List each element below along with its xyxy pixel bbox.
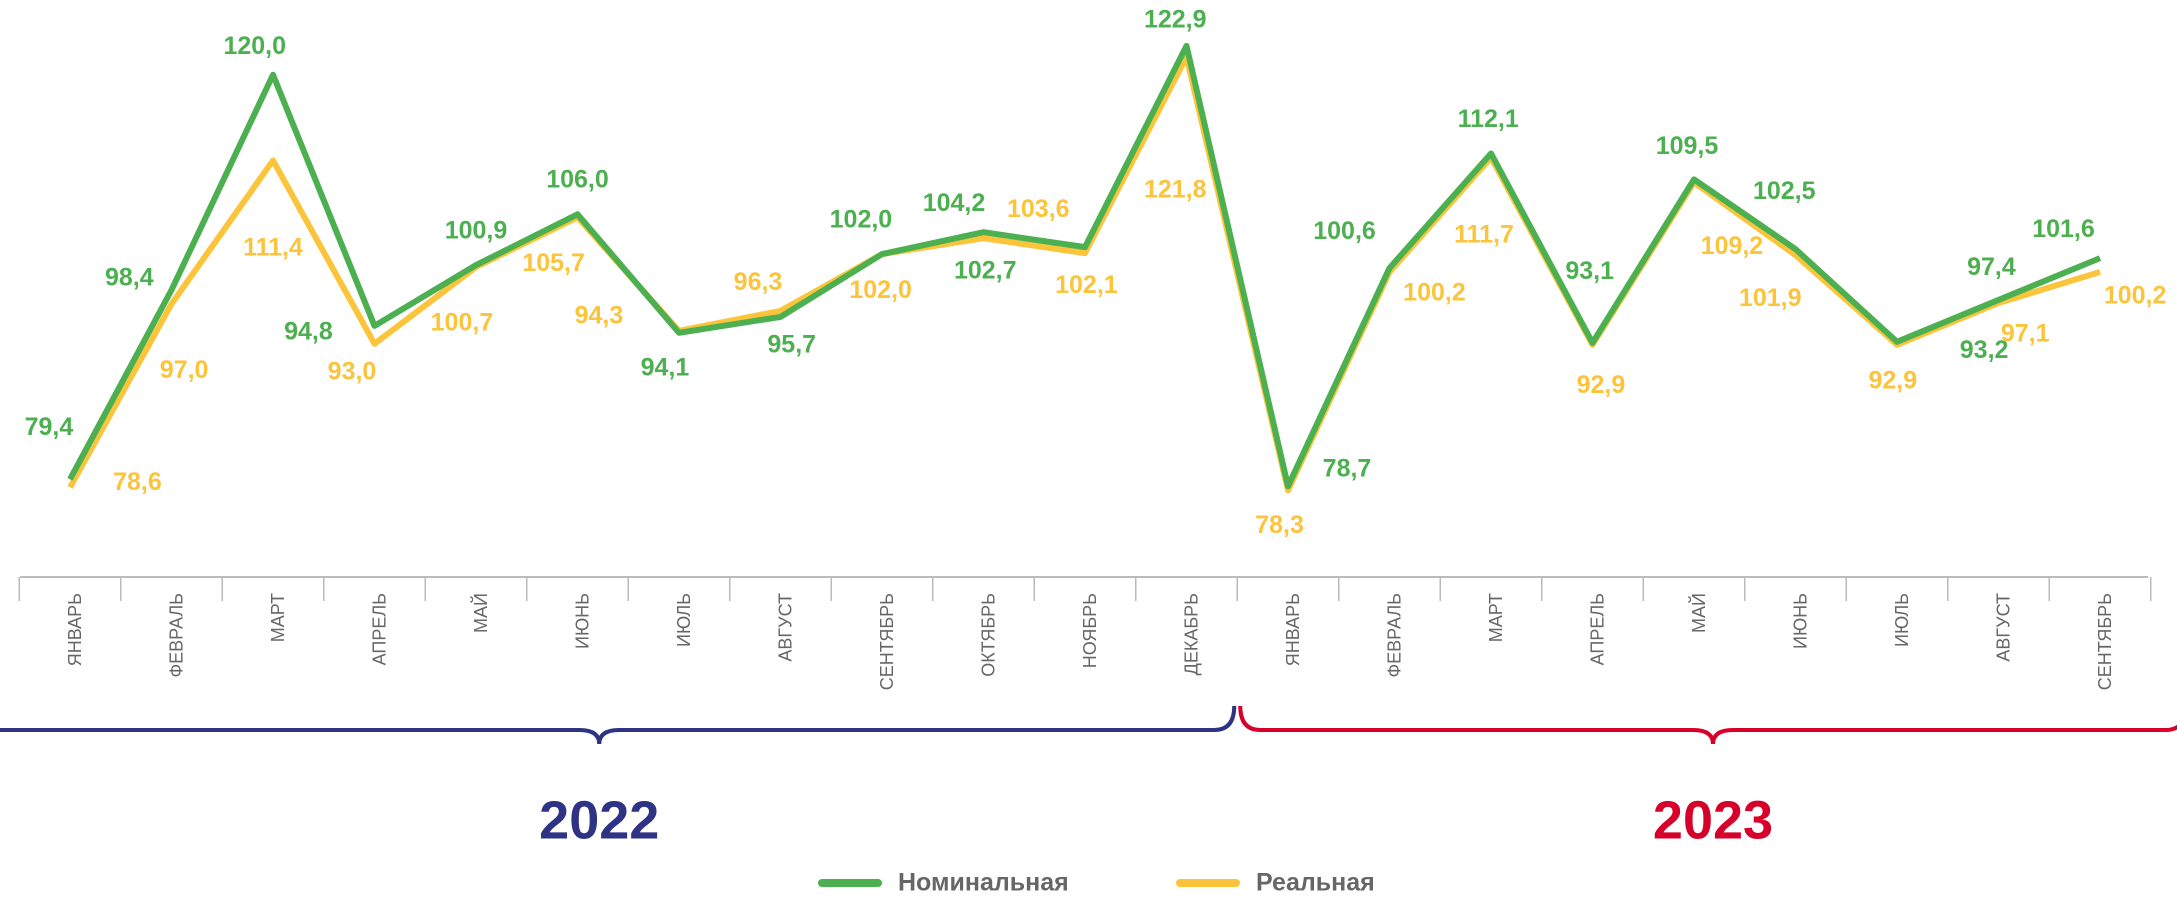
x-tick-label: ФЕВРАЛЬ <box>166 593 186 678</box>
data-label: 100,9 <box>445 217 508 245</box>
data-label: 93,0 <box>328 357 377 385</box>
group-label: 2023 <box>1653 790 1773 850</box>
data-label: 102,7 <box>954 257 1017 285</box>
x-tick-label: ЯНВАРЬ <box>1283 593 1303 666</box>
data-label: 121,8 <box>1144 175 1207 203</box>
data-label: 97,0 <box>160 356 209 384</box>
data-label: 102,0 <box>830 206 893 234</box>
data-label: 101,9 <box>1739 284 1802 312</box>
data-label: 78,6 <box>113 468 162 496</box>
data-label: 78,3 <box>1255 511 1304 539</box>
x-tick-label: МАЙ <box>470 593 491 633</box>
data-label: 105,7 <box>522 249 585 277</box>
x-tick-label: АВГУСТ <box>775 593 795 662</box>
x-tick-label: ИЮЛЬ <box>674 593 694 647</box>
data-label: 120,0 <box>223 32 286 60</box>
data-label: 100,2 <box>2104 282 2167 310</box>
data-label: 111,7 <box>1454 221 1514 249</box>
series-line <box>67 53 2101 494</box>
data-label: 93,2 <box>1960 336 2009 364</box>
legend-label: Номинальная <box>898 869 1069 897</box>
data-label: 111,4 <box>243 233 303 261</box>
data-label: 101,6 <box>2032 215 2095 243</box>
data-label: 94,1 <box>641 353 690 381</box>
x-tick-label: ИЮЛЬ <box>1892 593 1912 647</box>
x-tick-label: ОКТЯБРЬ <box>978 593 998 677</box>
data-label: 97,1 <box>2001 319 2050 347</box>
legend-label: Реальная <box>1256 869 1375 897</box>
data-label: 79,4 <box>25 413 74 441</box>
data-label: 92,9 <box>1868 367 1917 395</box>
x-tick-label: ЯНВАРЬ <box>65 593 85 666</box>
x-tick-label: АПРЕЛЬ <box>369 593 389 665</box>
data-label: 78,7 <box>1323 454 1372 482</box>
x-tick-label: НОЯБРЬ <box>1080 593 1100 668</box>
x-tick-label: МАРТ <box>1486 593 1506 642</box>
group-brace <box>1238 705 2177 745</box>
x-tick-label: СЕНТЯБРЬ <box>877 593 897 690</box>
data-label: 106,0 <box>546 166 609 194</box>
data-label: 96,3 <box>734 268 783 296</box>
data-label: 103,6 <box>1007 195 1070 223</box>
data-label: 112,1 <box>1458 105 1519 133</box>
data-label: 100,6 <box>1313 217 1376 245</box>
x-tick-label: ДЕКАБРЬ <box>1181 593 1201 675</box>
x-tick-label: СЕНТЯБРЬ <box>2095 593 2115 690</box>
x-tick-label: ФЕВРАЛЬ <box>1384 593 1404 678</box>
data-label: 102,0 <box>849 276 912 304</box>
data-label: 98,4 <box>105 264 154 292</box>
data-label: 92,9 <box>1577 371 1626 399</box>
data-label: 94,3 <box>575 302 624 330</box>
data-label: 94,8 <box>284 317 333 345</box>
data-label: 109,2 <box>1701 232 1764 260</box>
data-label: 100,2 <box>1403 279 1466 307</box>
group-brace <box>0 705 1237 745</box>
x-tick-label: ИЮНЬ <box>572 593 592 649</box>
data-label: 100,7 <box>431 308 494 336</box>
data-label: 104,2 <box>923 189 986 217</box>
data-label: 95,7 <box>767 330 816 358</box>
x-tick-label: АПРЕЛЬ <box>1587 593 1607 665</box>
x-tick-label: ИЮНЬ <box>1790 593 1810 649</box>
data-label: 97,4 <box>1967 253 2016 281</box>
data-label: 109,5 <box>1656 132 1719 160</box>
series-line <box>67 42 2102 490</box>
data-label: 122,9 <box>1144 6 1207 34</box>
data-label: 93,1 <box>1565 257 1614 285</box>
x-tick-label: АВГУСТ <box>1993 593 2013 662</box>
group-label: 2022 <box>539 790 659 850</box>
data-label: 102,1 <box>1055 271 1118 299</box>
data-label: 102,5 <box>1753 177 1816 205</box>
x-tick-label: МАЙ <box>1688 593 1709 633</box>
x-tick-label: МАРТ <box>268 593 288 642</box>
